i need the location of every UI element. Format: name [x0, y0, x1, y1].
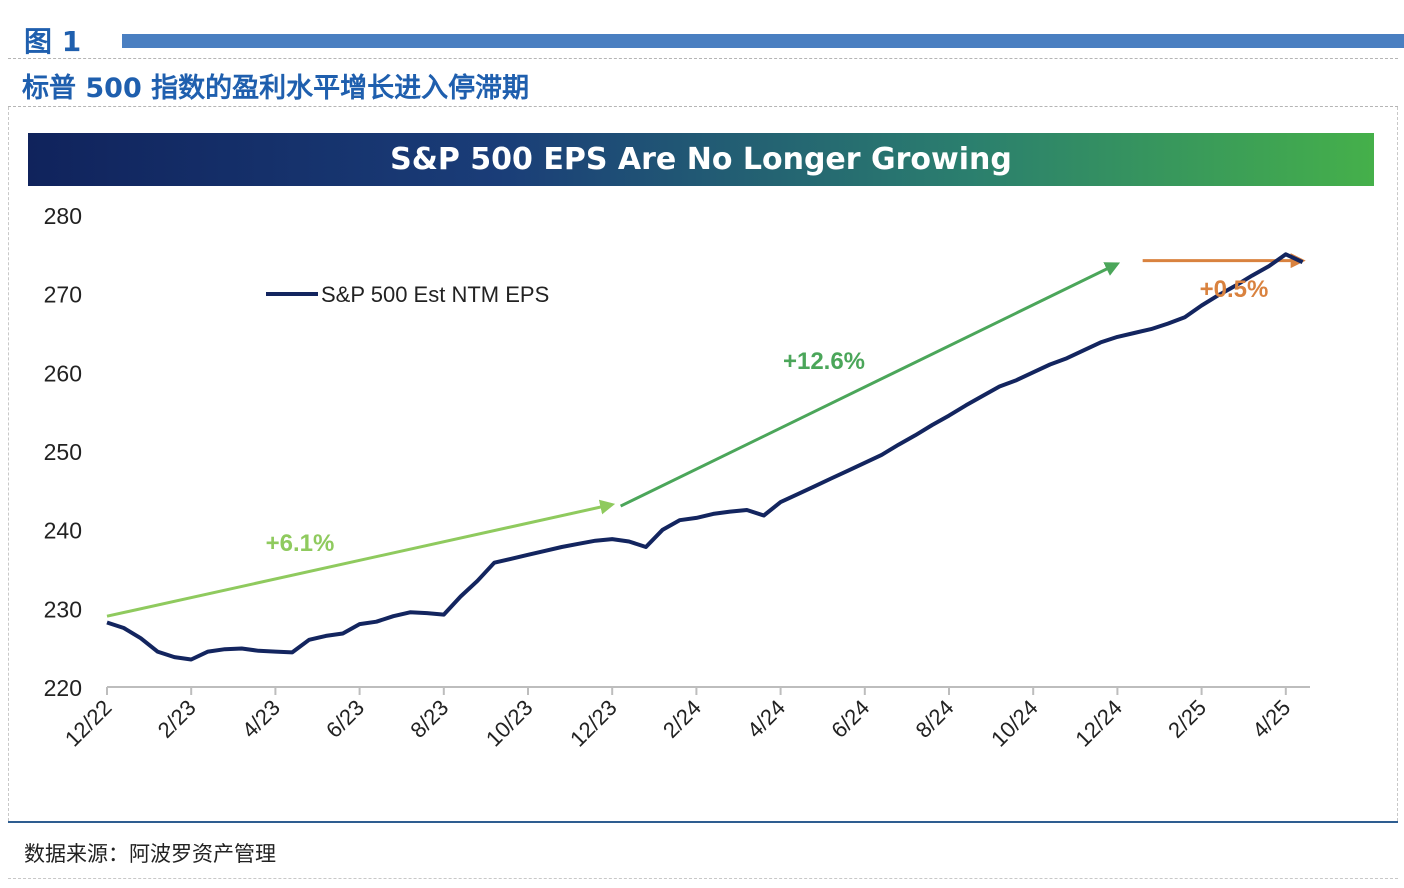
source-note: 数据来源：阿波罗资产管理 — [24, 842, 276, 866]
chart-title-banner: S&P 500 EPS Are No Longer Growing — [28, 133, 1374, 186]
y-tick-label: 260 — [44, 360, 82, 386]
divider-bottom — [8, 878, 1398, 879]
figure-header: 图 1 — [8, 18, 1404, 58]
x-tick-label: 12/23 — [565, 695, 622, 752]
figure-subtitle: 标普 500 指数的盈利水平增长进入停滞期 — [22, 73, 530, 104]
x-tick-label: 6/24 — [826, 695, 874, 743]
x-tick-label: 12/22 — [60, 695, 117, 752]
divider-top — [8, 58, 1398, 59]
figure-header-bar — [122, 34, 1404, 48]
x-tick-label: 2/23 — [153, 695, 201, 743]
x-tick-label: 4/23 — [237, 695, 285, 743]
trend-label: +12.6% — [783, 348, 865, 375]
x-tick-label: 4/25 — [1247, 695, 1295, 743]
x-tick-label: 2/25 — [1163, 695, 1211, 743]
x-tick-label: 6/23 — [321, 695, 369, 743]
figure-label: 图 1 — [24, 25, 82, 58]
trend-arrow — [106, 499, 616, 618]
trend-label: +0.5% — [1200, 276, 1269, 303]
x-tick-label: 4/24 — [742, 695, 790, 743]
y-tick-label: 220 — [44, 675, 82, 701]
x-tick-label: 10/23 — [481, 695, 538, 752]
series-line-eps — [106, 252, 1304, 662]
y-tick-label: 230 — [44, 596, 82, 622]
legend-label: S&P 500 Est NTM EPS — [321, 282, 549, 307]
trend-arrow — [619, 262, 1121, 508]
x-tick-label: 10/24 — [986, 695, 1043, 752]
x-tick-label: 12/24 — [1070, 695, 1127, 752]
chart-frame — [8, 107, 1398, 821]
y-tick-label: 250 — [44, 439, 82, 465]
x-tick-label: 2/24 — [658, 695, 706, 743]
source-divider — [8, 821, 1398, 823]
y-tick-label: 240 — [44, 518, 82, 544]
chart-title: S&P 500 EPS Are No Longer Growing — [390, 142, 1012, 177]
y-tick-label: 270 — [44, 282, 82, 308]
y-tick-label: 280 — [44, 203, 82, 229]
divider-subtitle — [8, 106, 1398, 107]
x-tick-label: 8/23 — [405, 695, 453, 743]
x-tick-label: 8/24 — [911, 695, 959, 743]
trend-label: +6.1% — [266, 530, 335, 557]
